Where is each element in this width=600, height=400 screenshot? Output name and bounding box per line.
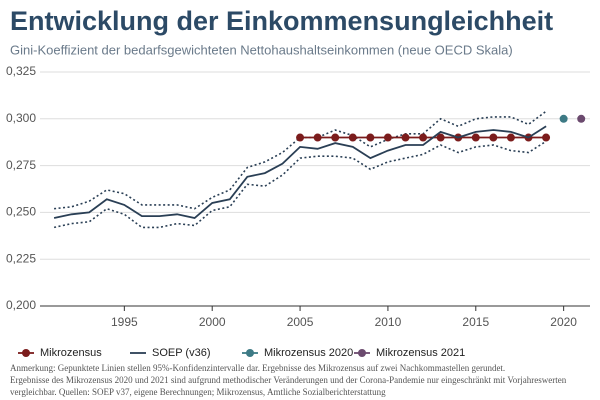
marker bbox=[331, 133, 340, 142]
y-tick-label: 0,200 bbox=[6, 298, 36, 312]
legend-marker bbox=[246, 349, 254, 357]
y-tick-label: 0,225 bbox=[6, 251, 36, 265]
marker bbox=[542, 133, 551, 142]
x-tick-label: 2010 bbox=[375, 315, 402, 329]
note: Ergebnisse des Mikrozensus 2020 und 2021… bbox=[10, 375, 567, 385]
x-tick-label: 2005 bbox=[287, 315, 314, 329]
confidence-line bbox=[54, 110, 547, 210]
legend-label: Mikrozensus 2020 bbox=[264, 347, 353, 359]
x-tick-label: 1995 bbox=[111, 315, 138, 329]
legend-marker bbox=[22, 349, 30, 357]
marker bbox=[577, 114, 586, 123]
x-tick-label: 2020 bbox=[550, 315, 577, 329]
chart-title: Entwicklung der Einkommensungleichheit bbox=[10, 6, 553, 36]
legend-label: SOEP (v36) bbox=[152, 347, 211, 359]
series-line bbox=[53, 125, 547, 219]
confidence-line bbox=[53, 140, 547, 229]
marker bbox=[489, 133, 498, 142]
marker bbox=[559, 114, 568, 123]
legend-marker bbox=[358, 349, 366, 357]
x-tick-label: 2000 bbox=[199, 315, 226, 329]
marker bbox=[471, 133, 480, 142]
note: vergleichbar. Quellen: SOEP v37, eigene … bbox=[10, 387, 386, 397]
marker bbox=[383, 133, 392, 142]
note: Anmerkung: Gepunktete Linien stellen 95%… bbox=[10, 363, 505, 373]
marker bbox=[419, 133, 428, 142]
marker bbox=[366, 133, 375, 142]
y-tick-label: 0,325 bbox=[6, 64, 36, 78]
marker bbox=[296, 133, 305, 142]
y-tick-label: 0,250 bbox=[6, 205, 36, 219]
marker bbox=[401, 133, 410, 142]
chart-subtitle: Gini-Koeffizient der bedarfsgewichteten … bbox=[10, 42, 513, 57]
y-tick-label: 0,275 bbox=[6, 158, 36, 172]
legend-label: Mikrozensus bbox=[40, 347, 102, 359]
x-tick-label: 2015 bbox=[462, 315, 489, 329]
y-tick-label: 0,300 bbox=[6, 111, 36, 125]
legend-label: Mikrozensus 2021 bbox=[376, 347, 465, 359]
marker bbox=[506, 133, 515, 142]
marker bbox=[348, 133, 357, 142]
marker bbox=[436, 133, 445, 142]
marker bbox=[313, 133, 322, 142]
